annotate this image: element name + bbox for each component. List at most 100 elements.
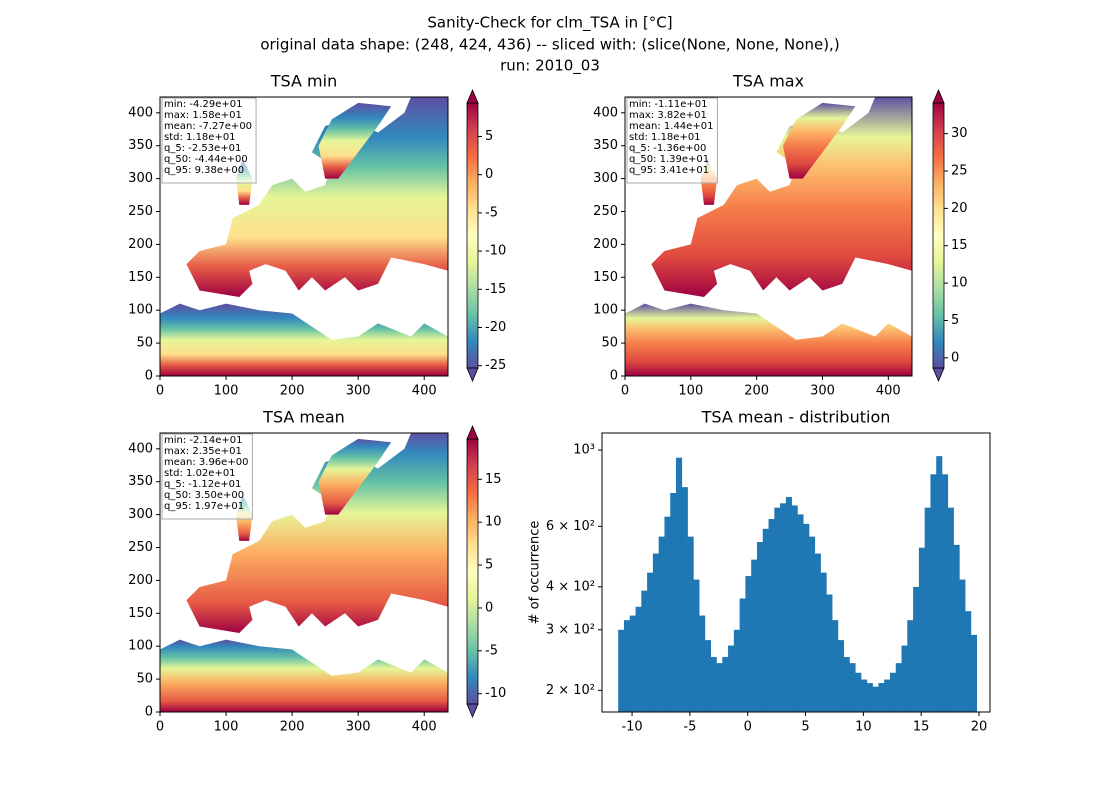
stats-line: q_50: -4.44e+00	[164, 154, 248, 165]
x-tick-label: 300	[346, 720, 371, 735]
axes-frame	[601, 432, 991, 713]
histogram-bar	[907, 620, 914, 712]
y-tick-label: 100	[128, 639, 153, 654]
histogram-bar	[785, 497, 792, 712]
histogram-bar	[722, 657, 729, 712]
colorbar-tick-label: 5	[485, 558, 493, 573]
stats-box	[626, 97, 718, 184]
histogram-bar	[913, 586, 920, 712]
y-tick-label: 350	[128, 474, 153, 489]
land-shape	[186, 97, 449, 298]
histogram-bar	[780, 503, 787, 712]
histogram-bar	[826, 594, 833, 712]
y-tick-label: 350	[128, 138, 153, 153]
y-tick-label: 10³	[573, 443, 595, 458]
histogram-bar	[647, 572, 654, 712]
x-tick-label: -10	[621, 720, 642, 735]
histogram-bar	[959, 579, 966, 712]
histogram-bar	[699, 615, 706, 712]
stats-line: mean: 1.44e+01	[629, 121, 713, 132]
histogram-bar	[704, 640, 712, 712]
histogram-bar	[861, 679, 868, 712]
map	[160, 433, 449, 712]
histogram-bar	[652, 553, 659, 712]
y-tick-label: 100	[593, 303, 618, 318]
y-tick-label: 150	[128, 270, 153, 285]
colorbar-tick-label: -15	[485, 282, 506, 297]
y-tick-label: 150	[128, 606, 153, 621]
histogram-bar	[809, 536, 816, 712]
y-tick-label: 200	[593, 237, 618, 252]
histogram-bar	[855, 672, 862, 712]
x-tick-label: 200	[280, 720, 305, 735]
histogram-bar	[803, 523, 810, 712]
x-tick-label: 300	[346, 384, 371, 399]
colorbar-tick-label: 25	[951, 164, 968, 179]
stats-line: q_5: -2.53e+01	[164, 143, 241, 154]
histogram-bar	[942, 474, 949, 712]
y-tick-label: 200	[128, 237, 153, 252]
histogram-bar	[965, 611, 972, 712]
x-tick-label: 20	[971, 720, 988, 735]
stats-line: mean: -7.27e+00	[164, 121, 252, 132]
colorbar-tick-label: 20	[951, 201, 968, 216]
colorbar-frame	[932, 102, 945, 369]
y-tick-label: 350	[593, 138, 618, 153]
histogram-bar	[710, 657, 717, 712]
y-tick-label: 50	[601, 336, 618, 351]
axes-title: TSA mean - distribution	[701, 408, 891, 427]
histogram-bar	[901, 645, 908, 712]
histogram-bar	[728, 645, 735, 712]
histogram-bar	[953, 544, 960, 712]
histogram-bar	[936, 456, 943, 712]
colorbar-extend	[932, 367, 945, 383]
colorbar	[467, 439, 478, 704]
histogram-bar	[797, 514, 804, 712]
histogram-bar	[884, 679, 891, 712]
x-tick-label: 200	[280, 384, 305, 399]
stats-line: max: 1.58e+01	[164, 110, 242, 121]
histogram-bar	[791, 505, 798, 712]
y-tick-label: 300	[128, 171, 153, 186]
colorbar-extend	[932, 88, 945, 104]
colorbar-extend	[466, 367, 479, 383]
histogram-bar	[676, 457, 683, 712]
histogram-bar	[681, 487, 688, 712]
stats-line: max: 2.35e+01	[164, 446, 242, 457]
histogram-bar	[814, 553, 821, 712]
stats-line: std: 1.02e+01	[164, 468, 236, 479]
y-tick-label: 0	[145, 369, 153, 384]
histogram-bar	[670, 493, 677, 712]
colorbar-tick-label: 10	[951, 276, 968, 291]
histogram-bar	[820, 572, 827, 712]
colorbar	[933, 103, 944, 368]
y-tick-label: 400	[128, 441, 153, 456]
histogram-bar	[623, 620, 631, 712]
colorbar-tick-label: 0	[485, 600, 493, 615]
stats-line: std: 1.18e+01	[164, 132, 236, 143]
stats-line: q_5: -1.36e+00	[629, 143, 706, 154]
histogram-bar	[970, 634, 978, 712]
x-tick-label: 15	[913, 720, 930, 735]
colorbar-tick-label: 0	[951, 350, 959, 365]
histogram-bar	[687, 536, 694, 712]
colorbar-tick-label: 15	[951, 238, 968, 253]
stats-line: q_95: 1.97e+01	[164, 501, 244, 512]
suptitle: Sanity-Check for clm_TSA in [°C]	[427, 14, 672, 33]
histogram-bar	[947, 507, 954, 712]
y-tick-label: 200	[128, 573, 153, 588]
y-axis-label: # of occurrence	[528, 521, 543, 625]
stats-line: mean: 3.96e+00	[164, 457, 248, 468]
colorbar-tick-label: 5	[485, 129, 493, 144]
stats-line: min: -4.29e+01	[164, 99, 243, 110]
map	[160, 97, 449, 376]
y-tick-label: 2 × 10²	[546, 683, 595, 698]
land-shape	[782, 102, 856, 179]
colorbar-tick-label: -10	[485, 686, 506, 701]
axes-frame	[624, 96, 913, 377]
histogram-bar	[849, 663, 856, 712]
y-tick-label: 250	[128, 540, 153, 555]
y-tick-label: 250	[128, 204, 153, 219]
y-tick-label: 400	[128, 105, 153, 120]
